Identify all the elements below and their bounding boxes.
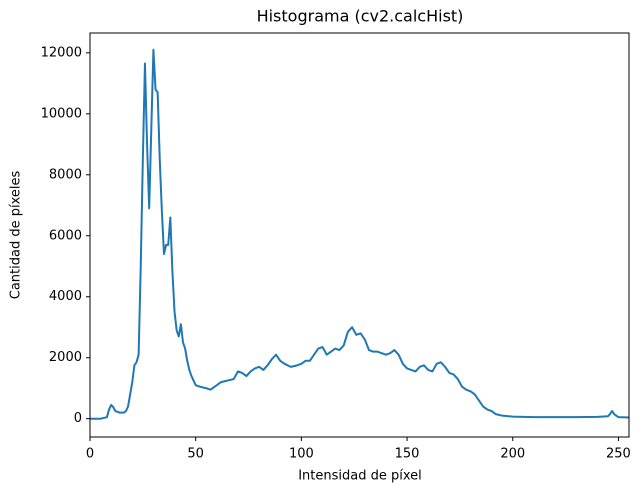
y-tick-label: 2000 bbox=[49, 350, 82, 365]
chart-title: Histograma (cv2.calcHist) bbox=[257, 7, 464, 26]
x-tick-label: 250 bbox=[606, 447, 631, 462]
x-tick-label: 0 bbox=[86, 447, 94, 462]
x-tick-label: 100 bbox=[289, 447, 314, 462]
y-tick-label: 4000 bbox=[49, 289, 82, 304]
x-tick-label: 200 bbox=[500, 447, 525, 462]
y-tick-label: 8000 bbox=[49, 167, 82, 182]
y-tick-label: 0 bbox=[74, 411, 82, 426]
y-tick-label: 6000 bbox=[49, 228, 82, 243]
plot-frame bbox=[89, 32, 630, 438]
line bbox=[90, 48, 630, 420]
y-tick-label: 10000 bbox=[41, 106, 82, 121]
x-axis-label: Intensidad de píxel bbox=[298, 469, 422, 484]
x-tick-label: 150 bbox=[395, 447, 420, 462]
x-tick-label: 50 bbox=[187, 447, 204, 462]
y-axis-label: Cantidad de píxeles bbox=[9, 171, 24, 300]
y-tick-label: 12000 bbox=[41, 45, 82, 60]
